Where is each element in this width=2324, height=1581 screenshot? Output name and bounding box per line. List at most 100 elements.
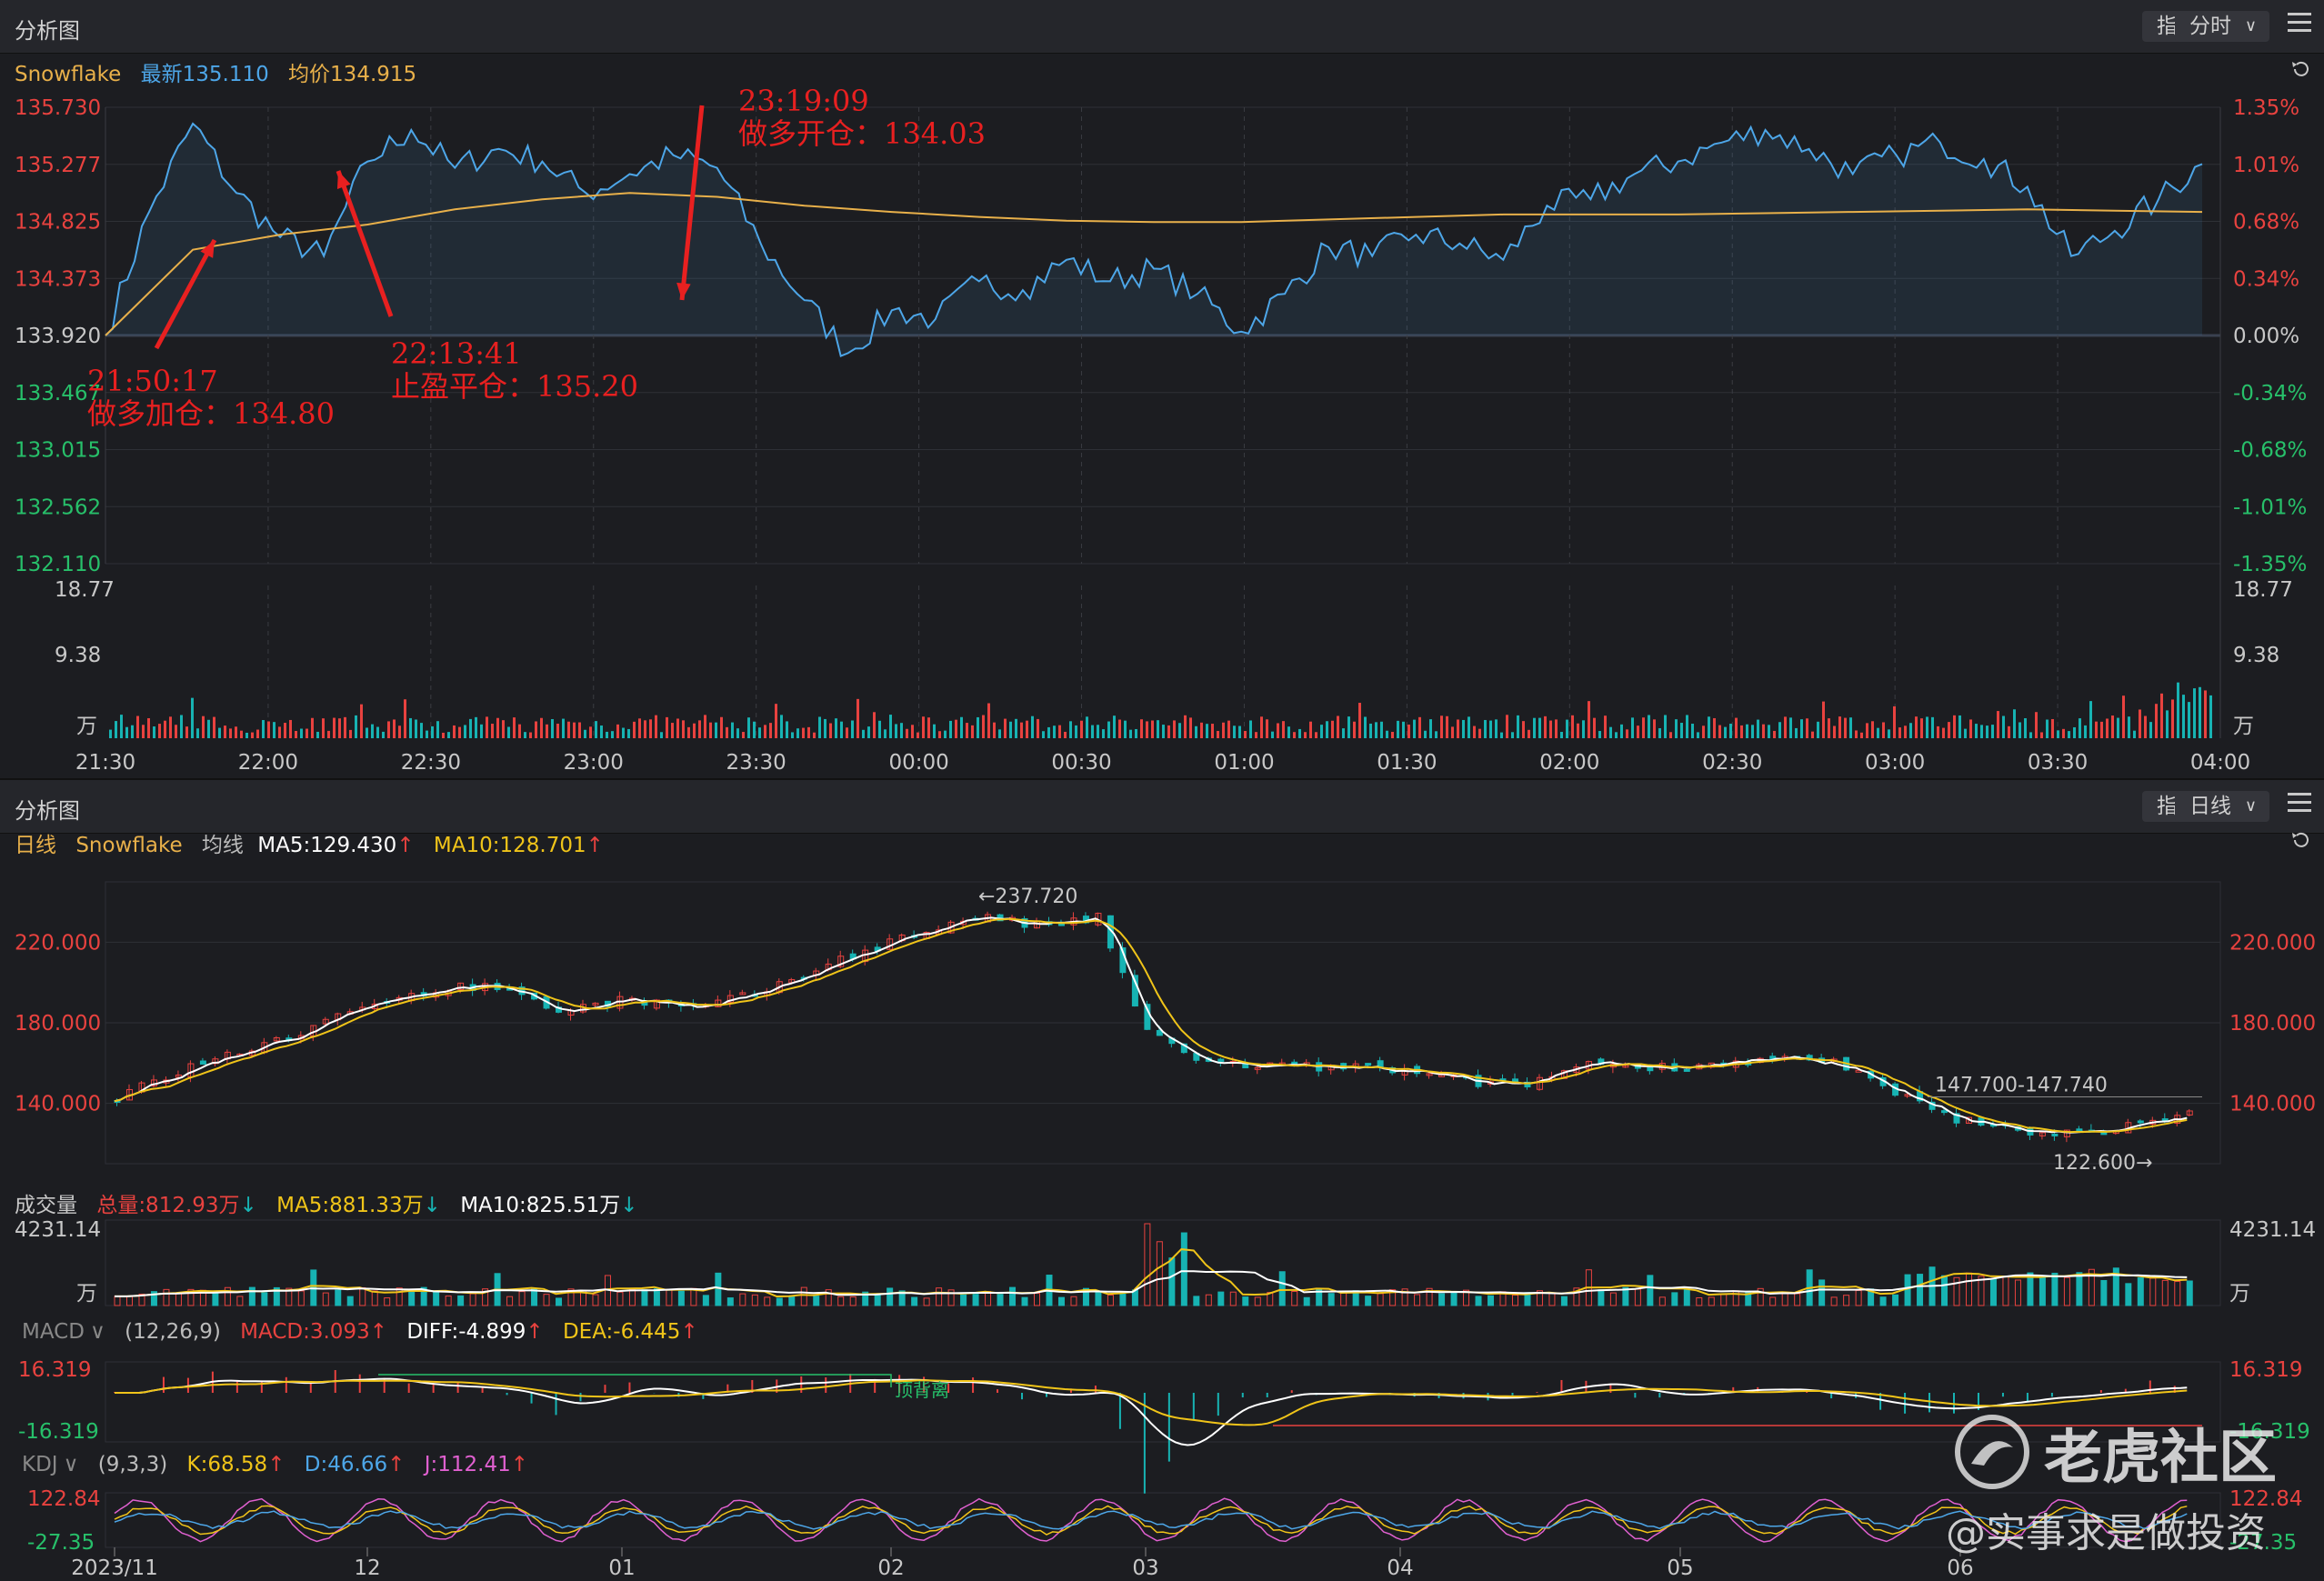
pct-tick-label: -0.68% xyxy=(2233,439,2307,463)
volume-bar xyxy=(1724,726,1727,738)
volume-bar xyxy=(376,726,379,738)
volume-bar xyxy=(1397,720,1399,738)
candle-body xyxy=(1180,1043,1187,1054)
candle-body xyxy=(273,1036,280,1042)
intraday-chart[interactable]: 135.730 1.35% 135.277 1.01% 134.825 0.68% 134.… xyxy=(0,89,2324,780)
volume-bar xyxy=(426,730,428,738)
volume-bar xyxy=(248,1286,255,1306)
volume-bar xyxy=(2027,1272,2034,1306)
volume-bar xyxy=(1740,725,1743,738)
volume-bar xyxy=(764,725,766,738)
up-arrow-icon: ↑ xyxy=(526,1320,544,1344)
volume-ma5: MA5:881.33万 xyxy=(276,1194,424,1217)
volume-bar xyxy=(1107,721,1110,738)
volume-tick-label: 万 xyxy=(2233,715,2254,738)
volume-bar xyxy=(436,721,439,738)
volume-bar xyxy=(261,1292,268,1306)
volume-bar xyxy=(1958,715,1961,738)
volume-bar xyxy=(1778,722,1781,738)
volume-tick-label: 4231.14 xyxy=(15,1218,101,1242)
date-tick-label: 04 xyxy=(1387,1556,1413,1580)
daily-kline-chart[interactable]: 220.000 220.000 180.000 180.000 140.000 140.0… xyxy=(0,864,2324,1581)
volume-bar xyxy=(1031,715,1034,738)
volume-bar xyxy=(573,722,576,738)
volume-bar xyxy=(1195,725,1197,738)
volume-bar xyxy=(1898,727,1901,738)
volume-bar xyxy=(775,704,777,738)
volume-bar xyxy=(1729,724,1732,738)
time-tick-label: 03:00 xyxy=(1865,751,1925,775)
volume-bar xyxy=(396,1287,403,1306)
macd-tick-label: -16.319 xyxy=(2229,1420,2310,1444)
volume-bar xyxy=(169,716,172,738)
panel-frame xyxy=(105,1219,2221,1306)
volume-bar xyxy=(1102,729,1105,738)
volume-bar xyxy=(1278,1271,1286,1306)
volume-bar xyxy=(1389,1289,1397,1306)
volume-bar xyxy=(300,728,303,738)
volume-bar xyxy=(966,723,968,738)
volume-bar xyxy=(185,726,188,738)
volume-bar xyxy=(933,724,936,738)
pct-tick-label: 1.01% xyxy=(2233,154,2299,177)
volume-bar xyxy=(480,724,483,738)
volume-bar xyxy=(1720,1294,1728,1306)
volume-bar xyxy=(240,730,243,738)
volume-bar xyxy=(1217,1291,1225,1306)
volume-bar xyxy=(1653,719,1656,738)
kdj-title[interactable]: KDJ xyxy=(22,1453,58,1476)
volume-bar xyxy=(1205,1294,1212,1306)
menu-icon[interactable] xyxy=(2288,793,2311,813)
kdj-info-bar: KDJ ∨ (9,3,3) K:68.58↑ D:46.66↑ J:112.41↑ xyxy=(22,1453,541,1476)
pct-tick-label: -1.35% xyxy=(2233,553,2307,576)
volume-bar xyxy=(606,731,608,738)
volume-bar xyxy=(1769,1296,1777,1306)
reset-icon[interactable] xyxy=(2289,58,2311,80)
volume-bar xyxy=(1229,1291,1237,1306)
volume-bar xyxy=(2089,701,2092,738)
volume-bar xyxy=(898,1290,906,1306)
candle-body xyxy=(715,999,722,1007)
candle-body xyxy=(2076,1128,2083,1132)
volume-bar xyxy=(2079,718,2081,738)
chevron-down-icon[interactable]: ∨ xyxy=(89,1320,105,1344)
volume-bar xyxy=(1986,725,1988,738)
volume-bar xyxy=(1882,722,1885,738)
volume-bar xyxy=(911,725,914,738)
volume-bar xyxy=(245,732,248,738)
volume-bar xyxy=(1473,725,1476,738)
volume-bar xyxy=(1871,721,1874,738)
volume-bar xyxy=(616,724,619,738)
chevron-down-icon[interactable]: ∨ xyxy=(63,1453,79,1476)
bottom-period-dropdown[interactable]: 日线 ∨ xyxy=(2175,791,2269,822)
volume-bar xyxy=(1855,730,1858,738)
top-period-dropdown[interactable]: 分时 ∨ xyxy=(2175,11,2269,42)
volume-bar xyxy=(1260,716,1263,738)
volume-bar xyxy=(1708,1296,1715,1306)
volume-bar xyxy=(2013,709,2016,738)
volume-bar xyxy=(1830,1296,1838,1306)
volume-bar xyxy=(1375,722,1377,738)
volume-bar xyxy=(687,726,690,738)
up-arrow-icon: ↑ xyxy=(369,1320,387,1344)
volume-bar xyxy=(1566,719,1568,738)
time-tick-label: 03:30 xyxy=(2028,751,2088,775)
down-arrow-icon: ↓ xyxy=(423,1194,441,1217)
annotation-arrow xyxy=(679,105,705,301)
volume-bar xyxy=(224,725,226,738)
reset-icon[interactable] xyxy=(2289,829,2311,851)
kdj-tick-label: 122.84 xyxy=(27,1487,100,1511)
menu-icon[interactable] xyxy=(2288,13,2311,33)
volume-bar xyxy=(442,732,445,738)
volume-bar xyxy=(1757,719,1759,738)
macd-title[interactable]: MACD xyxy=(22,1320,85,1344)
volume-bar xyxy=(371,1290,378,1306)
volume-bar xyxy=(1658,727,1661,738)
volume-bar xyxy=(1555,719,1558,738)
up-arrow-icon: ↑ xyxy=(387,1453,406,1476)
volume-bar xyxy=(212,1292,219,1306)
volume-bar xyxy=(1877,727,1879,738)
volume-bar xyxy=(1478,728,1481,738)
volume-bar xyxy=(273,1286,280,1306)
volume-bar xyxy=(224,1286,231,1306)
